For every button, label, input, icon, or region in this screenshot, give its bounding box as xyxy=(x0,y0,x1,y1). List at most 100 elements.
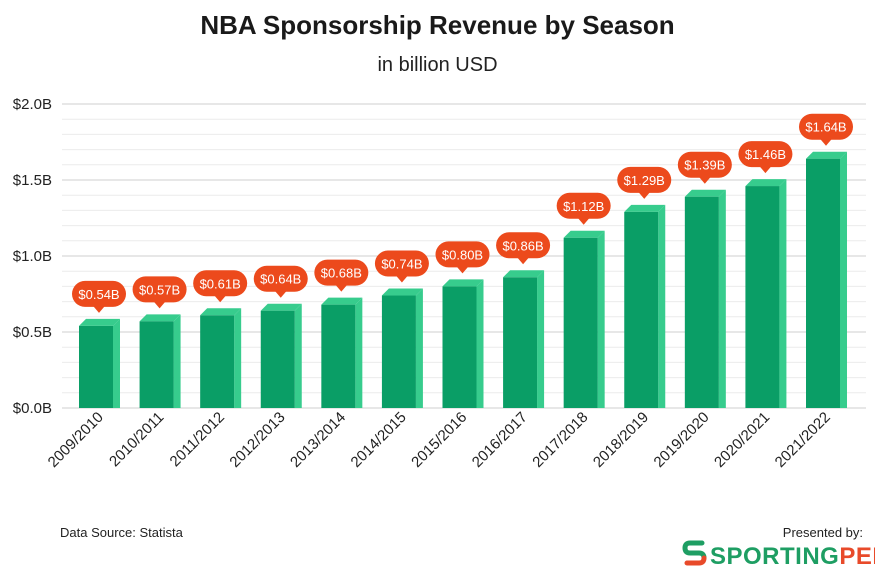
bar-top xyxy=(200,308,242,316)
bar xyxy=(503,270,545,408)
x-tick-label: 2012/2013 xyxy=(226,409,288,471)
data-label-pointer xyxy=(759,166,772,174)
bar-top xyxy=(563,230,605,238)
bar-front xyxy=(200,315,235,408)
data-label-pointer xyxy=(698,176,711,184)
x-tick-label: 2015/2016 xyxy=(408,409,470,471)
data-label-text: $0.86B xyxy=(502,238,543,253)
chart-title: NBA Sponsorship Revenue by Season xyxy=(200,10,675,40)
data-label: $0.74B xyxy=(374,250,429,283)
y-tick-label: $0.0B xyxy=(13,400,52,417)
data-label-bubble xyxy=(72,280,126,307)
y-tick-label: $1.0B xyxy=(13,248,52,265)
data-label-text: $0.61B xyxy=(200,276,241,291)
bar-side xyxy=(476,279,484,408)
x-tick-label: 2016/2017 xyxy=(469,409,531,471)
bar xyxy=(624,204,666,408)
data-label-text: $0.68B xyxy=(321,266,362,281)
data-label: $1.46B xyxy=(738,141,793,174)
bar-front xyxy=(745,186,780,408)
bar xyxy=(745,179,787,408)
bar-side xyxy=(173,314,181,408)
data-label-text: $1.64B xyxy=(805,120,846,135)
bar-top xyxy=(745,179,787,187)
data-label: $0.64B xyxy=(253,265,308,298)
bar-top xyxy=(806,151,847,159)
y-tick-label: $0.5B xyxy=(13,324,52,341)
data-label-pointer xyxy=(93,305,105,313)
bar xyxy=(139,314,181,408)
data-label-pointer xyxy=(820,138,832,146)
bar xyxy=(79,318,120,408)
bar xyxy=(442,279,484,408)
x-tick-label: 2020/2021 xyxy=(711,409,773,471)
bar-front xyxy=(684,196,719,408)
data-label: $1.64B xyxy=(799,113,853,146)
x-tick-label: 2010/2011 xyxy=(106,409,167,470)
bar xyxy=(563,230,605,408)
data-labels: $0.54B $0.57B $0.61B $0.64B $0.68B $0.74B $0.8… xyxy=(72,113,853,313)
bar-top xyxy=(503,270,545,278)
bar xyxy=(684,189,726,408)
bar-front xyxy=(381,295,416,408)
data-label-text: $0.57B xyxy=(139,282,180,297)
bar-top xyxy=(79,318,120,326)
data-label-pointer xyxy=(638,191,651,199)
bar-side xyxy=(779,179,787,408)
bar-side xyxy=(597,230,605,408)
data-label: $0.57B xyxy=(132,276,187,309)
data-label-text: $1.12B xyxy=(563,199,604,214)
data-label-bubble xyxy=(738,141,793,168)
logo-wordmark: SPORTINGPEDIA xyxy=(710,543,875,570)
bar-front xyxy=(139,321,174,408)
bar-side xyxy=(113,318,120,408)
bar xyxy=(806,151,847,408)
data-label-text: $1.29B xyxy=(624,173,665,188)
data-label-pointer xyxy=(335,284,348,292)
bar-side xyxy=(658,204,666,408)
data-label: $0.61B xyxy=(193,270,248,303)
data-label-bubble xyxy=(314,259,369,286)
data-label: $1.29B xyxy=(617,166,672,199)
data-label-bubble xyxy=(253,265,308,292)
data-label-pointer xyxy=(274,290,287,298)
presented-by: Presented by: xyxy=(782,525,863,540)
x-tick-label: 2021/2022 xyxy=(772,409,834,471)
bar-front xyxy=(260,310,295,408)
bar-side xyxy=(355,297,363,408)
bar-side xyxy=(840,151,847,408)
bar-front xyxy=(79,325,113,408)
x-tick-label: 2017/2018 xyxy=(529,409,591,471)
bar-side xyxy=(415,288,423,408)
bar-side xyxy=(718,189,726,408)
bar-top xyxy=(381,288,423,296)
data-label-text: $0.54B xyxy=(78,287,119,302)
data-label-text: $0.80B xyxy=(442,247,483,262)
data-label-pointer xyxy=(456,266,469,274)
bar xyxy=(321,297,363,408)
x-tick-label: 2019/2020 xyxy=(651,409,713,471)
bar-top xyxy=(624,204,666,212)
data-label-text: $1.39B xyxy=(684,158,725,173)
y-tick-label: $2.0B xyxy=(13,96,52,113)
data-label: $0.68B xyxy=(314,259,369,292)
data-label-bubble xyxy=(799,113,853,140)
bar-front xyxy=(806,158,840,408)
bar-front xyxy=(442,286,477,408)
y-axis-ticks: $0.0B $0.5B $1.0B $1.5B $2.0B xyxy=(13,96,52,417)
bar-top xyxy=(684,189,726,197)
data-label: $0.80B xyxy=(435,241,490,274)
bar xyxy=(381,288,423,408)
data-label-pointer xyxy=(395,275,408,283)
bar-top xyxy=(260,303,302,311)
data-label-bubble xyxy=(193,270,248,297)
bar-top xyxy=(442,279,484,287)
data-label-pointer xyxy=(577,217,590,225)
sportingpedia-logo[interactable]: SPORTINGPEDIA xyxy=(682,538,875,574)
bar-front xyxy=(321,304,356,408)
data-label-bubble xyxy=(374,250,429,277)
bar-side xyxy=(294,303,302,408)
data-label-bubble xyxy=(496,232,551,259)
logo-s-icon xyxy=(682,540,707,566)
data-label-bubble xyxy=(556,192,611,219)
